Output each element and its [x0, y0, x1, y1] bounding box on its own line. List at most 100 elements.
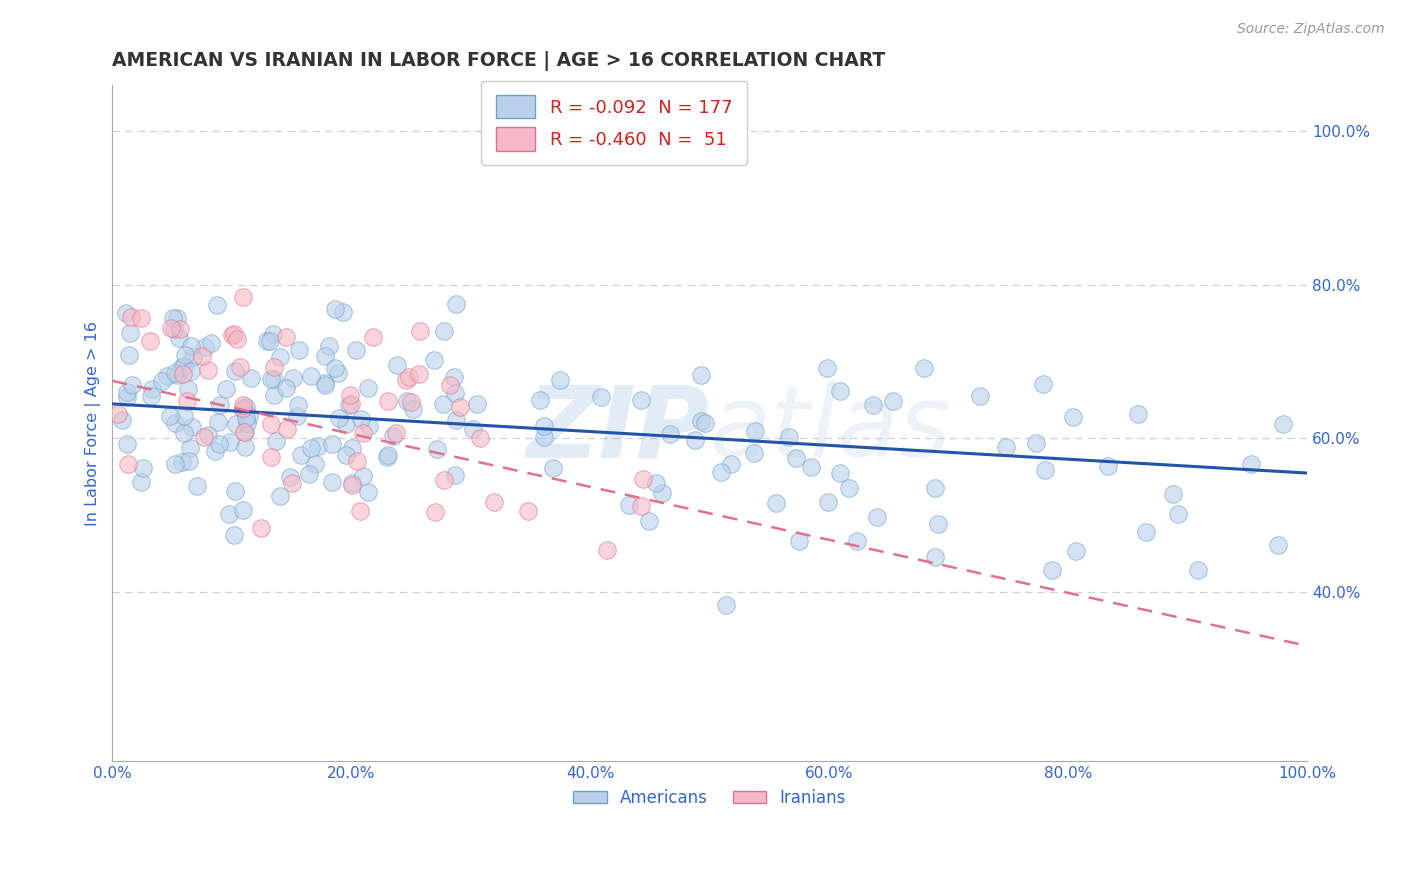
Point: [352, 469, 374, 483]
Point: [111, 413, 134, 427]
Point: [222, 327, 245, 342]
Point: [169, 322, 191, 336]
Point: [444, 297, 467, 311]
Text: AMERICAN VS IRANIAN IN LABOR FORCE | AGE > 16 CORRELATION CHART: AMERICAN VS IRANIAN IN LABOR FORCE | AGE…: [112, 51, 886, 70]
Point: [318, 339, 340, 353]
Point: [541, 460, 564, 475]
Point: [224, 483, 246, 498]
Point: [326, 366, 349, 380]
Point: [163, 457, 186, 471]
Point: [233, 425, 256, 439]
Point: [1187, 563, 1209, 577]
Point: [274, 330, 297, 344]
Point: [340, 477, 363, 491]
Point: [685, 434, 707, 448]
Point: [180, 420, 202, 434]
Point: [288, 343, 311, 357]
Point: [260, 371, 283, 385]
Point: [260, 417, 283, 431]
Point: [463, 422, 485, 436]
Text: Source: ZipAtlas.com: Source: ZipAtlas.com: [1237, 22, 1385, 37]
Point: [1097, 459, 1119, 474]
Point: [238, 409, 260, 424]
Point: [298, 467, 321, 481]
Point: [742, 446, 765, 460]
Point: [995, 441, 1018, 455]
Point: [596, 542, 619, 557]
Point: [357, 485, 380, 500]
Point: [533, 419, 555, 434]
Point: [339, 397, 361, 411]
Point: [1064, 543, 1087, 558]
Point: [115, 390, 138, 404]
Point: [838, 481, 860, 495]
Point: [645, 476, 668, 491]
Point: [278, 470, 301, 484]
Point: [173, 409, 195, 423]
Point: [710, 465, 733, 479]
Point: [166, 368, 188, 383]
Point: [778, 430, 800, 444]
Point: [361, 330, 384, 344]
Point: [401, 402, 423, 417]
Point: [232, 403, 254, 417]
Point: [882, 393, 904, 408]
Point: [165, 366, 187, 380]
Point: [173, 359, 195, 373]
Point: [630, 500, 652, 514]
Point: [170, 359, 193, 374]
Point: [205, 298, 228, 312]
Point: [337, 398, 360, 412]
Point: [443, 370, 465, 384]
Point: [470, 431, 492, 445]
Point: [181, 350, 204, 364]
Point: [714, 599, 737, 613]
Point: [344, 343, 367, 358]
Point: [186, 479, 208, 493]
Point: [1240, 457, 1263, 471]
Point: [176, 394, 198, 409]
Point: [862, 398, 884, 412]
Point: [269, 489, 291, 503]
Point: [259, 334, 281, 349]
Point: [173, 426, 195, 441]
Point: [631, 472, 654, 486]
Point: [219, 435, 242, 450]
Point: [339, 388, 361, 402]
Point: [129, 475, 152, 490]
Y-axis label: In Labor Force | Age > 16: In Labor Force | Age > 16: [86, 320, 101, 525]
Point: [259, 450, 281, 464]
Point: [548, 374, 571, 388]
Point: [800, 460, 823, 475]
Text: atlas: atlas: [710, 382, 952, 478]
Point: [166, 311, 188, 326]
Point: [163, 416, 186, 430]
Point: [118, 348, 141, 362]
Point: [1272, 417, 1295, 431]
Point: [120, 310, 142, 324]
Point: [444, 413, 467, 427]
Point: [690, 414, 713, 428]
Point: [307, 440, 329, 454]
Point: [465, 397, 488, 411]
Point: [159, 409, 181, 423]
Point: [240, 371, 263, 385]
Point: [131, 310, 153, 325]
Point: [197, 362, 219, 376]
Point: [444, 467, 467, 482]
Point: [225, 417, 247, 432]
Point: [139, 389, 162, 403]
Point: [744, 424, 766, 438]
Point: [197, 428, 219, 442]
Point: [115, 306, 138, 320]
Point: [285, 409, 308, 423]
Point: [1267, 538, 1289, 552]
Point: [304, 458, 326, 472]
Point: [232, 503, 254, 517]
Point: [209, 397, 232, 411]
Point: [323, 360, 346, 375]
Point: [132, 461, 155, 475]
Point: [121, 378, 143, 392]
Point: [328, 410, 350, 425]
Point: [638, 514, 661, 528]
